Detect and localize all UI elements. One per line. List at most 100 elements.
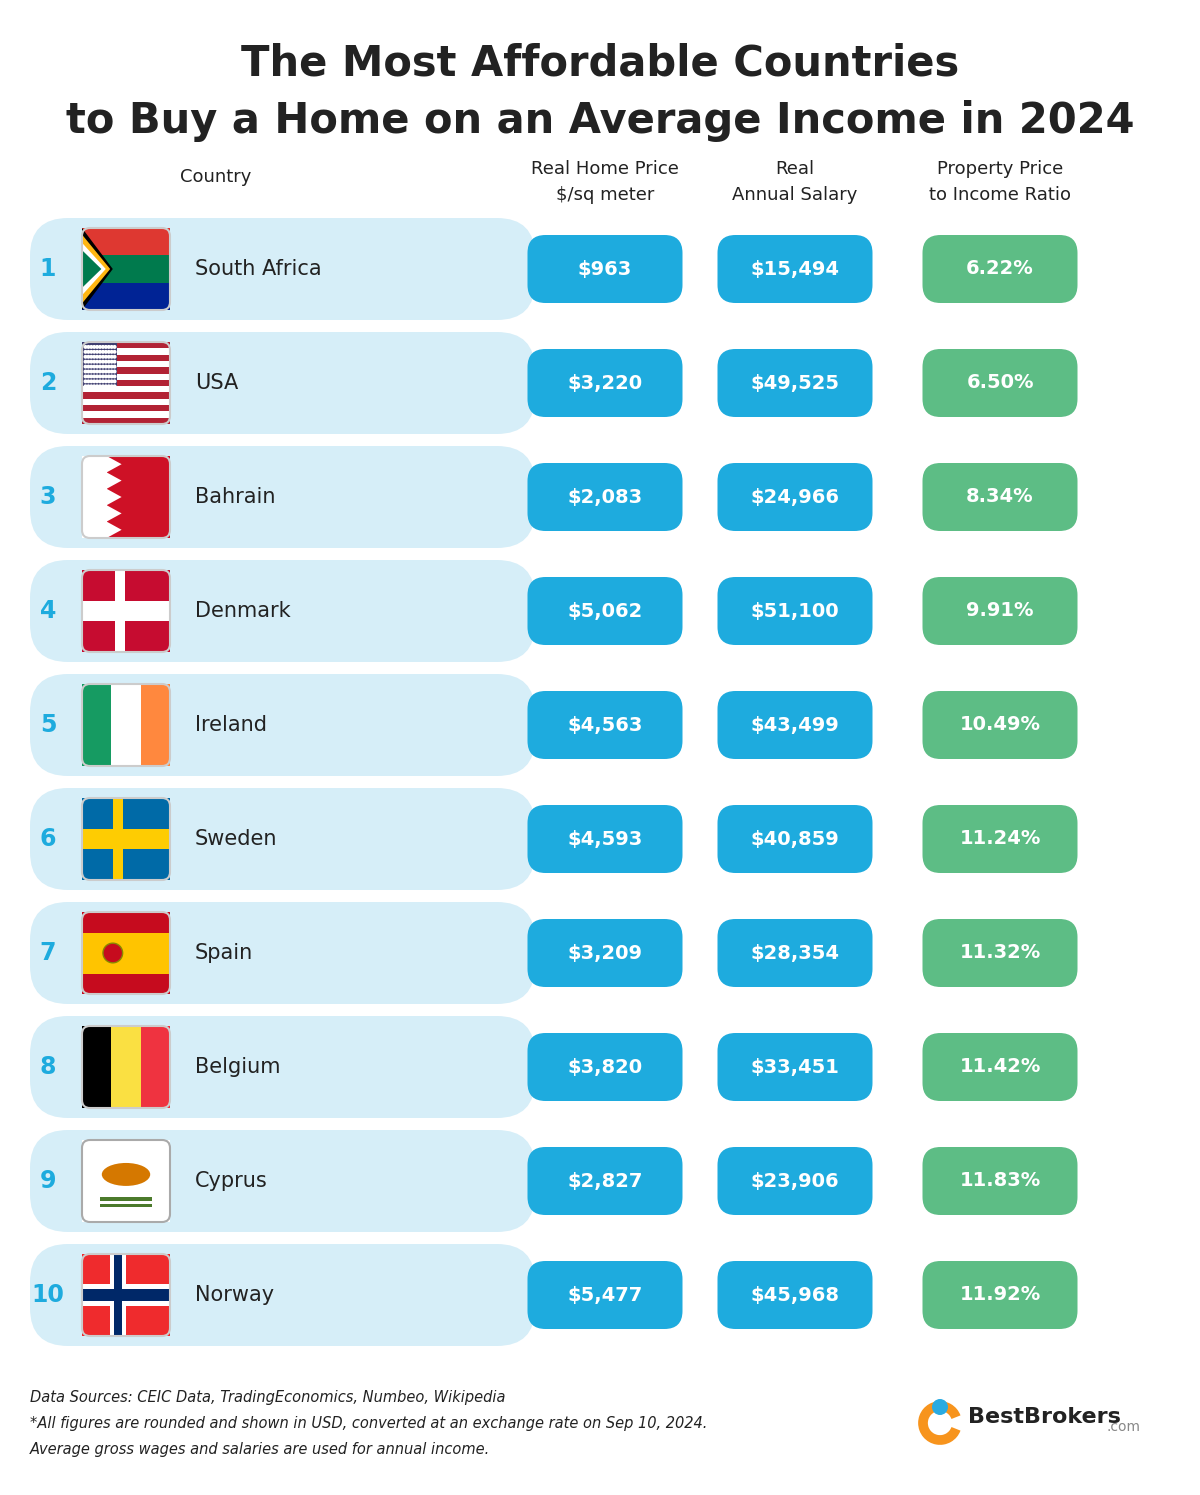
FancyBboxPatch shape: [528, 463, 683, 531]
Text: Property Price: Property Price: [937, 160, 1063, 178]
FancyBboxPatch shape: [30, 674, 535, 776]
Circle shape: [109, 384, 114, 389]
Bar: [82, 685, 112, 765]
Polygon shape: [82, 242, 106, 295]
Text: 5: 5: [40, 713, 56, 737]
Text: $49,525: $49,525: [750, 374, 840, 393]
Circle shape: [109, 365, 114, 369]
Circle shape: [101, 345, 104, 348]
Bar: [82, 229, 170, 256]
Bar: [82, 1141, 170, 1221]
Circle shape: [95, 374, 100, 378]
Bar: [82, 393, 170, 399]
Circle shape: [95, 354, 100, 359]
Text: 10: 10: [31, 1283, 65, 1307]
Bar: [82, 256, 170, 283]
Polygon shape: [82, 229, 113, 309]
Bar: [82, 933, 170, 973]
Bar: [82, 1026, 112, 1108]
Text: 10.49%: 10.49%: [960, 716, 1040, 734]
FancyBboxPatch shape: [923, 1033, 1078, 1100]
Text: 6: 6: [40, 827, 56, 851]
Circle shape: [104, 354, 108, 359]
Circle shape: [92, 374, 96, 378]
Circle shape: [98, 369, 102, 374]
Bar: [82, 386, 170, 393]
FancyBboxPatch shape: [923, 804, 1078, 873]
Circle shape: [109, 360, 114, 363]
Text: $5,062: $5,062: [568, 601, 643, 620]
Bar: [140, 685, 170, 765]
FancyBboxPatch shape: [923, 1147, 1078, 1215]
FancyBboxPatch shape: [718, 1033, 872, 1100]
Circle shape: [113, 374, 116, 378]
FancyBboxPatch shape: [82, 229, 170, 256]
Text: $5,477: $5,477: [568, 1286, 643, 1305]
Circle shape: [101, 384, 104, 389]
FancyBboxPatch shape: [30, 561, 535, 662]
Text: $40,859: $40,859: [751, 830, 839, 849]
Circle shape: [95, 384, 100, 389]
Bar: [82, 283, 170, 309]
FancyBboxPatch shape: [718, 919, 872, 987]
Text: $43,499: $43,499: [751, 716, 839, 734]
Circle shape: [86, 365, 90, 369]
Circle shape: [101, 380, 104, 383]
Bar: [82, 360, 170, 368]
FancyBboxPatch shape: [923, 691, 1078, 759]
Circle shape: [86, 360, 90, 363]
Circle shape: [84, 354, 88, 359]
FancyBboxPatch shape: [82, 229, 170, 309]
Bar: [82, 456, 107, 538]
Text: 4: 4: [40, 599, 56, 623]
Circle shape: [113, 350, 116, 354]
Bar: [82, 348, 170, 354]
Circle shape: [89, 369, 94, 374]
Circle shape: [109, 354, 114, 359]
Bar: [82, 374, 170, 380]
FancyBboxPatch shape: [30, 1017, 535, 1118]
Circle shape: [98, 354, 102, 359]
Circle shape: [104, 345, 108, 348]
Circle shape: [89, 384, 94, 389]
FancyBboxPatch shape: [923, 235, 1078, 303]
Circle shape: [107, 369, 110, 374]
Circle shape: [89, 374, 94, 378]
FancyBboxPatch shape: [30, 788, 535, 890]
Text: Norway: Norway: [194, 1286, 274, 1305]
FancyBboxPatch shape: [528, 577, 683, 644]
Circle shape: [89, 354, 94, 359]
Text: 6.22%: 6.22%: [966, 260, 1034, 278]
Circle shape: [86, 384, 90, 389]
FancyBboxPatch shape: [923, 919, 1078, 987]
Circle shape: [92, 384, 96, 389]
Circle shape: [109, 350, 114, 354]
Text: 9: 9: [40, 1169, 56, 1193]
Bar: [140, 1026, 170, 1108]
Text: Country: Country: [180, 167, 251, 185]
Bar: [82, 283, 170, 309]
Bar: [82, 399, 170, 405]
FancyBboxPatch shape: [528, 348, 683, 417]
FancyBboxPatch shape: [718, 463, 872, 531]
Text: Real: Real: [775, 160, 815, 178]
Circle shape: [101, 354, 104, 359]
Circle shape: [107, 365, 110, 369]
Text: $23,906: $23,906: [751, 1172, 839, 1190]
FancyBboxPatch shape: [923, 348, 1078, 417]
Bar: [82, 417, 170, 425]
Text: $33,451: $33,451: [750, 1057, 840, 1076]
Text: $963: $963: [578, 260, 632, 278]
Text: to Buy a Home on an Average Income in 2024: to Buy a Home on an Average Income in 20…: [66, 100, 1134, 142]
Circle shape: [95, 365, 100, 369]
Bar: [82, 830, 170, 849]
Circle shape: [95, 380, 100, 383]
Circle shape: [101, 365, 104, 369]
Text: $24,966: $24,966: [750, 487, 840, 507]
Circle shape: [113, 365, 116, 369]
Circle shape: [107, 345, 110, 348]
Circle shape: [101, 360, 104, 363]
Circle shape: [89, 380, 94, 383]
Circle shape: [104, 360, 108, 363]
Circle shape: [98, 350, 102, 354]
